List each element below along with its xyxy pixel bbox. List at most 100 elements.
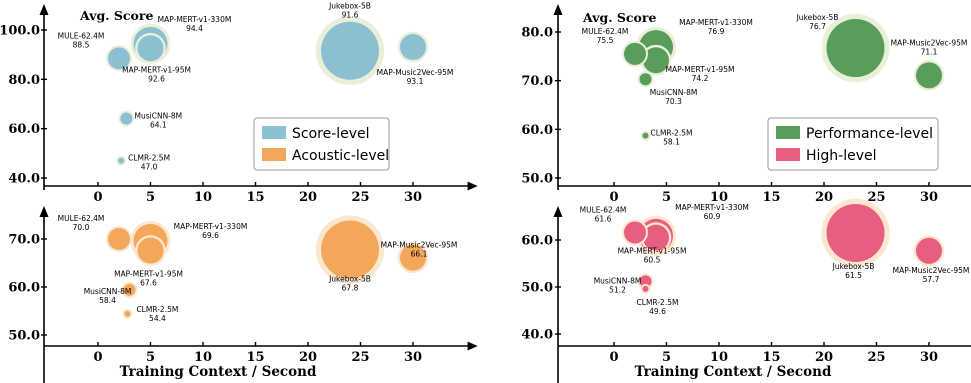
data-label-model: CLMR-2.5M <box>128 154 170 163</box>
data-point <box>642 132 649 139</box>
y-axis-arrow <box>39 4 49 15</box>
x-axis-title: Training Context / Second <box>635 364 832 380</box>
data-point <box>643 224 669 251</box>
data-point <box>120 112 133 125</box>
data-label-model: MULE-62.4M <box>58 31 105 40</box>
x-tick-label: 15 <box>762 190 780 205</box>
data-label-model: MAP-Music2Vec-95M <box>377 68 454 77</box>
data-label-value: 49.6 <box>649 307 666 316</box>
data-label-model: MAP-MERT-v1-330M <box>174 222 248 231</box>
data-point <box>321 220 379 279</box>
legend-entry: Performance-level <box>806 126 933 142</box>
x-tick-label: 30 <box>404 350 422 365</box>
legend-swatch <box>776 148 800 161</box>
data-label-value: 70.3 <box>665 97 682 106</box>
x-tick-label: 30 <box>920 350 938 365</box>
y-tick-label: 60.0 <box>8 122 40 137</box>
data-label-model: MAP-MERT-v1-95M <box>666 65 735 74</box>
data-label-model: MAP-MERT-v1-95M <box>114 270 183 279</box>
data-label-value: 58.1 <box>663 138 680 147</box>
y-axis-arrow <box>39 206 49 217</box>
data-label-value: 66.1 <box>411 250 428 259</box>
x-axis-title: Training Context / Second <box>120 364 317 380</box>
x-tick-label: 30 <box>920 190 938 205</box>
data-point <box>108 47 130 70</box>
x-tick-label: 25 <box>351 190 369 205</box>
legend: Performance-level High-level <box>767 117 939 171</box>
data-label-value: 60.5 <box>644 256 661 265</box>
data-label-value: 74.2 <box>692 74 709 83</box>
y-tick-label: 50.0 <box>521 281 553 296</box>
x-tick-label: 25 <box>867 350 885 365</box>
data-label-model: MAP-MERT-v1-95M <box>618 247 687 256</box>
legend-entry: Acoustic-level <box>292 148 389 164</box>
x-tick-label: 10 <box>194 350 212 365</box>
data-label-value: 64.1 <box>150 121 167 130</box>
x-tick-label: 5 <box>662 350 671 365</box>
data-label-value: 67.8 <box>342 284 359 293</box>
data-point <box>108 228 130 250</box>
data-label-value: 70.0 <box>73 223 90 232</box>
data-label-value: 75.5 <box>597 36 614 45</box>
legend-swatch <box>262 148 286 161</box>
data-label-model: MAP-Music2Vec-95M <box>893 266 970 275</box>
data-point <box>400 244 426 271</box>
data-label-model: MAP-MERT-v1-330M <box>675 203 749 212</box>
data-label-value: 76.7 <box>809 22 826 31</box>
data-label-model: Jukebox-5B <box>796 13 839 22</box>
data-label-model: MULE-62.4M <box>58 214 105 223</box>
x-tick-label: 15 <box>246 350 264 365</box>
legend-swatch <box>262 126 286 139</box>
x-tick-label: 0 <box>93 190 102 205</box>
data-label-model: MusiCNN-8M <box>84 287 132 296</box>
x-tick-label: 25 <box>351 350 369 365</box>
data-point <box>624 42 646 65</box>
data-label-value: 69.6 <box>202 231 219 240</box>
legend-swatch <box>776 126 800 139</box>
data-label-value: 61.6 <box>595 214 612 223</box>
x-axis-arrow <box>467 341 478 351</box>
x-tick-label: 10 <box>710 190 728 205</box>
data-point <box>137 237 164 264</box>
y-tick-label: 70.0 <box>521 74 553 89</box>
data-point <box>826 19 885 78</box>
chart-panel-3: 0 5 10 15 20 25 30 50.0 60.0 70.0 80.0 Avg. Score MU… <box>521 4 971 205</box>
x-tick-label: 30 <box>404 190 422 205</box>
data-label-model: CLMR-2.5M <box>651 129 693 138</box>
x-tick-label: 0 <box>609 350 618 365</box>
data-point <box>400 34 426 61</box>
x-axis-arrow <box>467 181 478 191</box>
y-axis-title: Avg. Score <box>79 8 153 23</box>
data-label-value: 47.0 <box>141 163 158 172</box>
data-label-model: MusiCNN-8M <box>650 88 698 97</box>
x-tick-label: 5 <box>146 350 155 365</box>
y-axis-arrow <box>553 206 563 217</box>
data-label-value: 93.1 <box>407 77 424 86</box>
data-point <box>642 285 649 292</box>
x-tick-label: 25 <box>867 190 885 205</box>
data-label-value: 76.9 <box>708 27 725 36</box>
legend-entry: Score-level <box>292 126 370 142</box>
data-point <box>624 221 646 244</box>
data-label-model: Jukebox-5B <box>832 262 875 271</box>
legend-box <box>253 117 390 171</box>
data-point <box>639 275 652 288</box>
y-tick-label: 50.0 <box>521 172 553 187</box>
y-axis-arrow <box>553 4 563 15</box>
y-tick-label: 40.0 <box>8 172 40 187</box>
data-label-value: 54.4 <box>149 314 166 323</box>
data-label-value: 51.2 <box>609 285 626 294</box>
data-point <box>118 157 125 164</box>
data-label-value: 60.9 <box>704 212 721 221</box>
chart-panel-1: 0 5 10 15 20 25 30 40.0 60.0 80.0 100.0 Avg. Score M… <box>0 2 478 205</box>
x-tick-label: 15 <box>762 350 780 365</box>
data-label-model: MAP-MERT-v1-330M <box>679 18 753 27</box>
data-label-value: 88.5 <box>73 40 90 49</box>
legend: Score-level Acoustic-level <box>253 117 390 171</box>
data-point <box>137 35 164 62</box>
data-label-model: MAP-Music2Vec-95M <box>381 241 458 250</box>
data-label-model: MusiCNN-8M <box>594 276 642 285</box>
data-label-value: 58.4 <box>99 296 116 305</box>
chart-panel-4: 0 5 10 15 20 25 30 40.0 50.0 60.0 Training Context… <box>521 198 971 383</box>
legend-entry: High-level <box>806 148 877 164</box>
